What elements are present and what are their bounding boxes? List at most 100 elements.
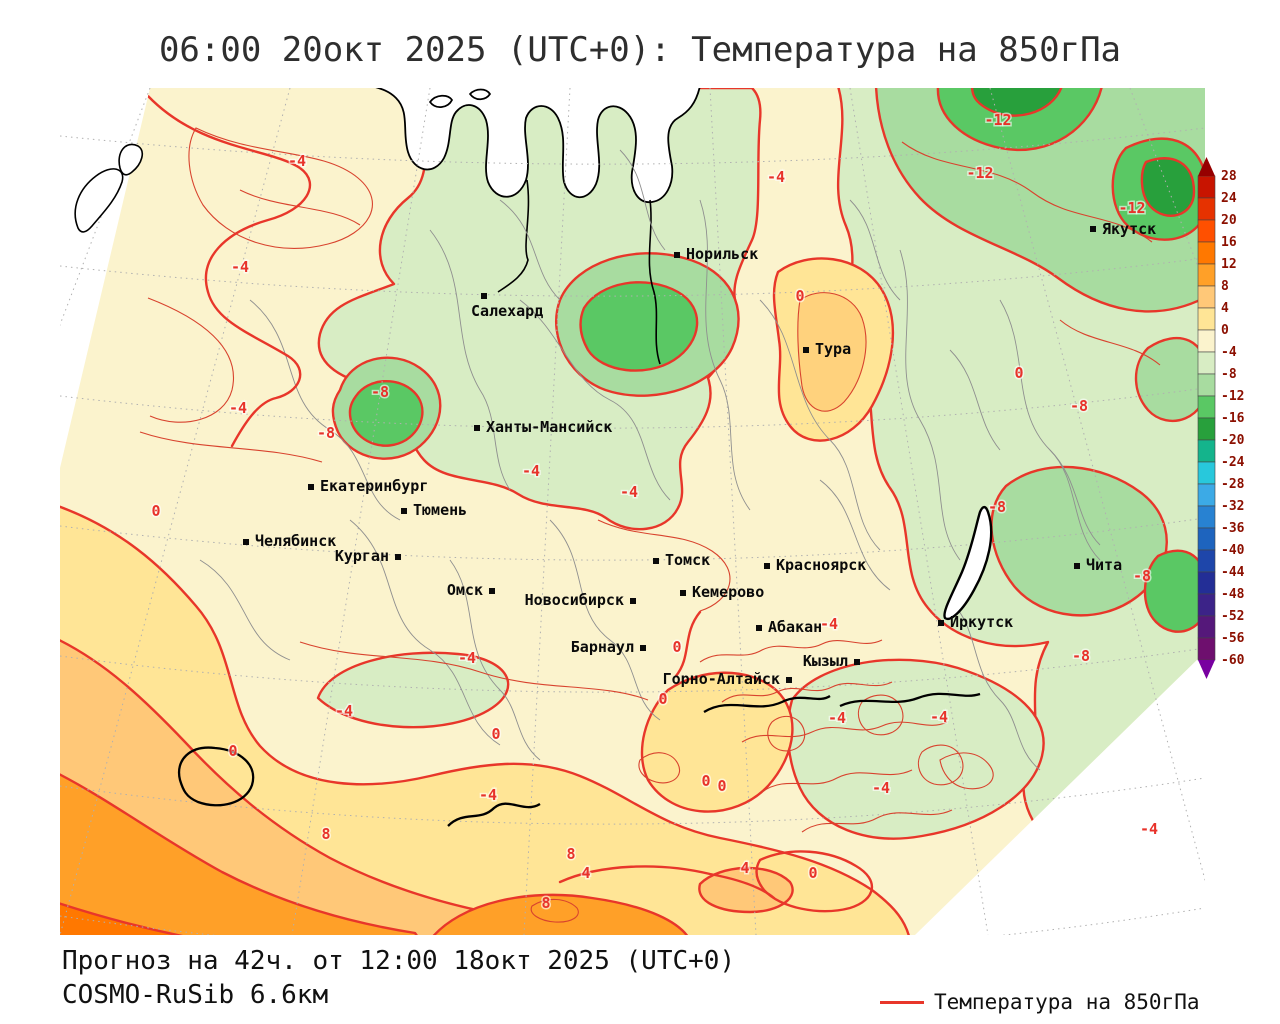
thin-contours <box>139 127 1161 923</box>
contour-label: -4 <box>479 786 497 804</box>
colorbar-tick: -44 <box>1221 565 1245 580</box>
colorbar-band <box>1197 329 1216 353</box>
contour-label: -8 <box>1072 647 1090 665</box>
band-minus8-minus4 <box>786 658 1045 840</box>
city-label: Иркутск <box>950 613 1013 631</box>
contour-label: 8 <box>566 845 575 863</box>
city-label: Омск <box>447 581 483 599</box>
band-minus20-minus16 <box>1140 157 1196 217</box>
city-label: Томск <box>665 551 710 569</box>
contour-label: -4 <box>872 779 890 797</box>
contour-label: 0 <box>672 638 681 656</box>
novaya-zemlya-islands <box>74 143 144 233</box>
colorbar-band <box>1197 175 1216 199</box>
state-border <box>703 694 831 713</box>
colorbar-band <box>1197 461 1216 485</box>
forecast-text: Прогноз на 42ч. от 12:00 18окт 2025 (UTC… <box>62 946 736 976</box>
contour-label: 8 <box>321 825 330 843</box>
contour-label: 0 <box>151 502 160 520</box>
ob-river <box>497 179 530 293</box>
band-0-4 <box>640 671 794 813</box>
legend-line-sample <box>880 1000 924 1004</box>
contour-label: -12 <box>1118 199 1145 217</box>
contour-label: -4 <box>288 152 306 170</box>
thick-contours <box>146 94 874 913</box>
colorbar-band <box>1197 527 1216 551</box>
colorbar-band <box>1197 307 1216 331</box>
colorbar-tick: -16 <box>1221 411 1245 426</box>
contour-label: 0 <box>658 690 667 708</box>
colorbar-tick: -12 <box>1221 389 1244 404</box>
contour-label: 8 <box>541 894 550 912</box>
contour-label: 0 <box>228 742 237 760</box>
contour-label: -8 <box>1133 567 1151 585</box>
colorbar-band <box>1197 593 1216 617</box>
colorbar-arrow-top <box>1198 157 1215 176</box>
lake-zaysan-outline <box>177 746 255 807</box>
model-text: COSMO-RuSib 6.6км <box>62 980 329 1010</box>
contour-label: -4 <box>231 258 249 276</box>
colorbar-tick: -56 <box>1221 631 1245 646</box>
city-marker <box>756 625 762 631</box>
colorbar-tick: 4 <box>1221 301 1229 316</box>
city-label: Абакан <box>768 618 822 636</box>
colorbar-tick: 16 <box>1221 235 1237 250</box>
map-legend: Температура на 850гПа <box>880 990 1200 1014</box>
band-4-8 <box>698 866 794 914</box>
city-label: Красноярск <box>776 556 866 574</box>
city-label: Чита <box>1086 556 1122 574</box>
band-12-16 <box>60 900 204 935</box>
city-label: Екатеринбург <box>320 477 428 495</box>
city-label: Салехард <box>471 302 543 320</box>
kara-sea <box>371 88 701 203</box>
colorbar-band <box>1197 241 1216 265</box>
city-marker <box>489 588 495 594</box>
contour-label: 4 <box>740 859 749 877</box>
band-minus12-minus8 <box>990 465 1168 617</box>
contour-label: 0 <box>491 725 500 743</box>
colorbar-tick: -60 <box>1221 653 1245 668</box>
contour-labels-layer: -4 -12 -12 -4 -12 -4 0 -8 -4 -8 0 -8 -4 -4 0 -8 -8 -4 0 -4 -… <box>150 110 1160 914</box>
city-marker <box>674 252 680 258</box>
colorbar-tick: -8 <box>1221 367 1237 382</box>
city-marker <box>938 620 944 626</box>
contour-label: -4 <box>620 483 638 501</box>
colorbar-band <box>1197 549 1216 573</box>
city-marker <box>764 563 770 569</box>
lake-baikal <box>943 505 993 621</box>
colorbar-tick: -32 <box>1221 499 1244 514</box>
colorbar-tick: 28 <box>1221 169 1237 184</box>
city-marker <box>786 677 792 683</box>
colorbar-tick: -40 <box>1221 543 1245 558</box>
colorbar-tick: -4 <box>1221 345 1237 360</box>
city-marker <box>243 539 249 545</box>
band-2-4-core <box>797 292 867 412</box>
contour-label: -12 <box>984 111 1011 129</box>
legend-label: Температура на 850гПа <box>934 990 1200 1014</box>
colorbar-tick: -36 <box>1221 521 1245 536</box>
colorbar-tick: 20 <box>1221 213 1237 228</box>
city-marker <box>395 554 401 560</box>
city-marker <box>401 508 407 514</box>
cities-layer: Якутск Норильск Салехард Тура Ханты-Мансийск… <box>243 220 1156 688</box>
city-marker <box>630 598 636 604</box>
city-marker <box>308 484 314 490</box>
colorbar-band <box>1197 417 1216 441</box>
contour-label: -8 <box>317 424 335 442</box>
colorbar-band <box>1197 505 1216 529</box>
colorbar-band <box>1197 285 1216 309</box>
city-marker <box>680 590 686 596</box>
contour-label: 0 <box>808 864 817 882</box>
colorbar-tick: -52 <box>1221 609 1244 624</box>
city-marker <box>640 645 646 651</box>
colorbar-tick: 12 <box>1221 257 1237 272</box>
city-marker <box>803 347 809 353</box>
state-border <box>839 692 981 708</box>
contour-label: -4 <box>335 702 353 720</box>
colorbar-tick: 24 <box>1221 191 1237 206</box>
colorbar-tick: -24 <box>1221 455 1245 470</box>
city-marker <box>474 425 480 431</box>
temperature-field <box>60 88 1205 935</box>
city-label: Горно-Алтайск <box>663 670 780 688</box>
contour-label: -8 <box>988 498 1006 516</box>
